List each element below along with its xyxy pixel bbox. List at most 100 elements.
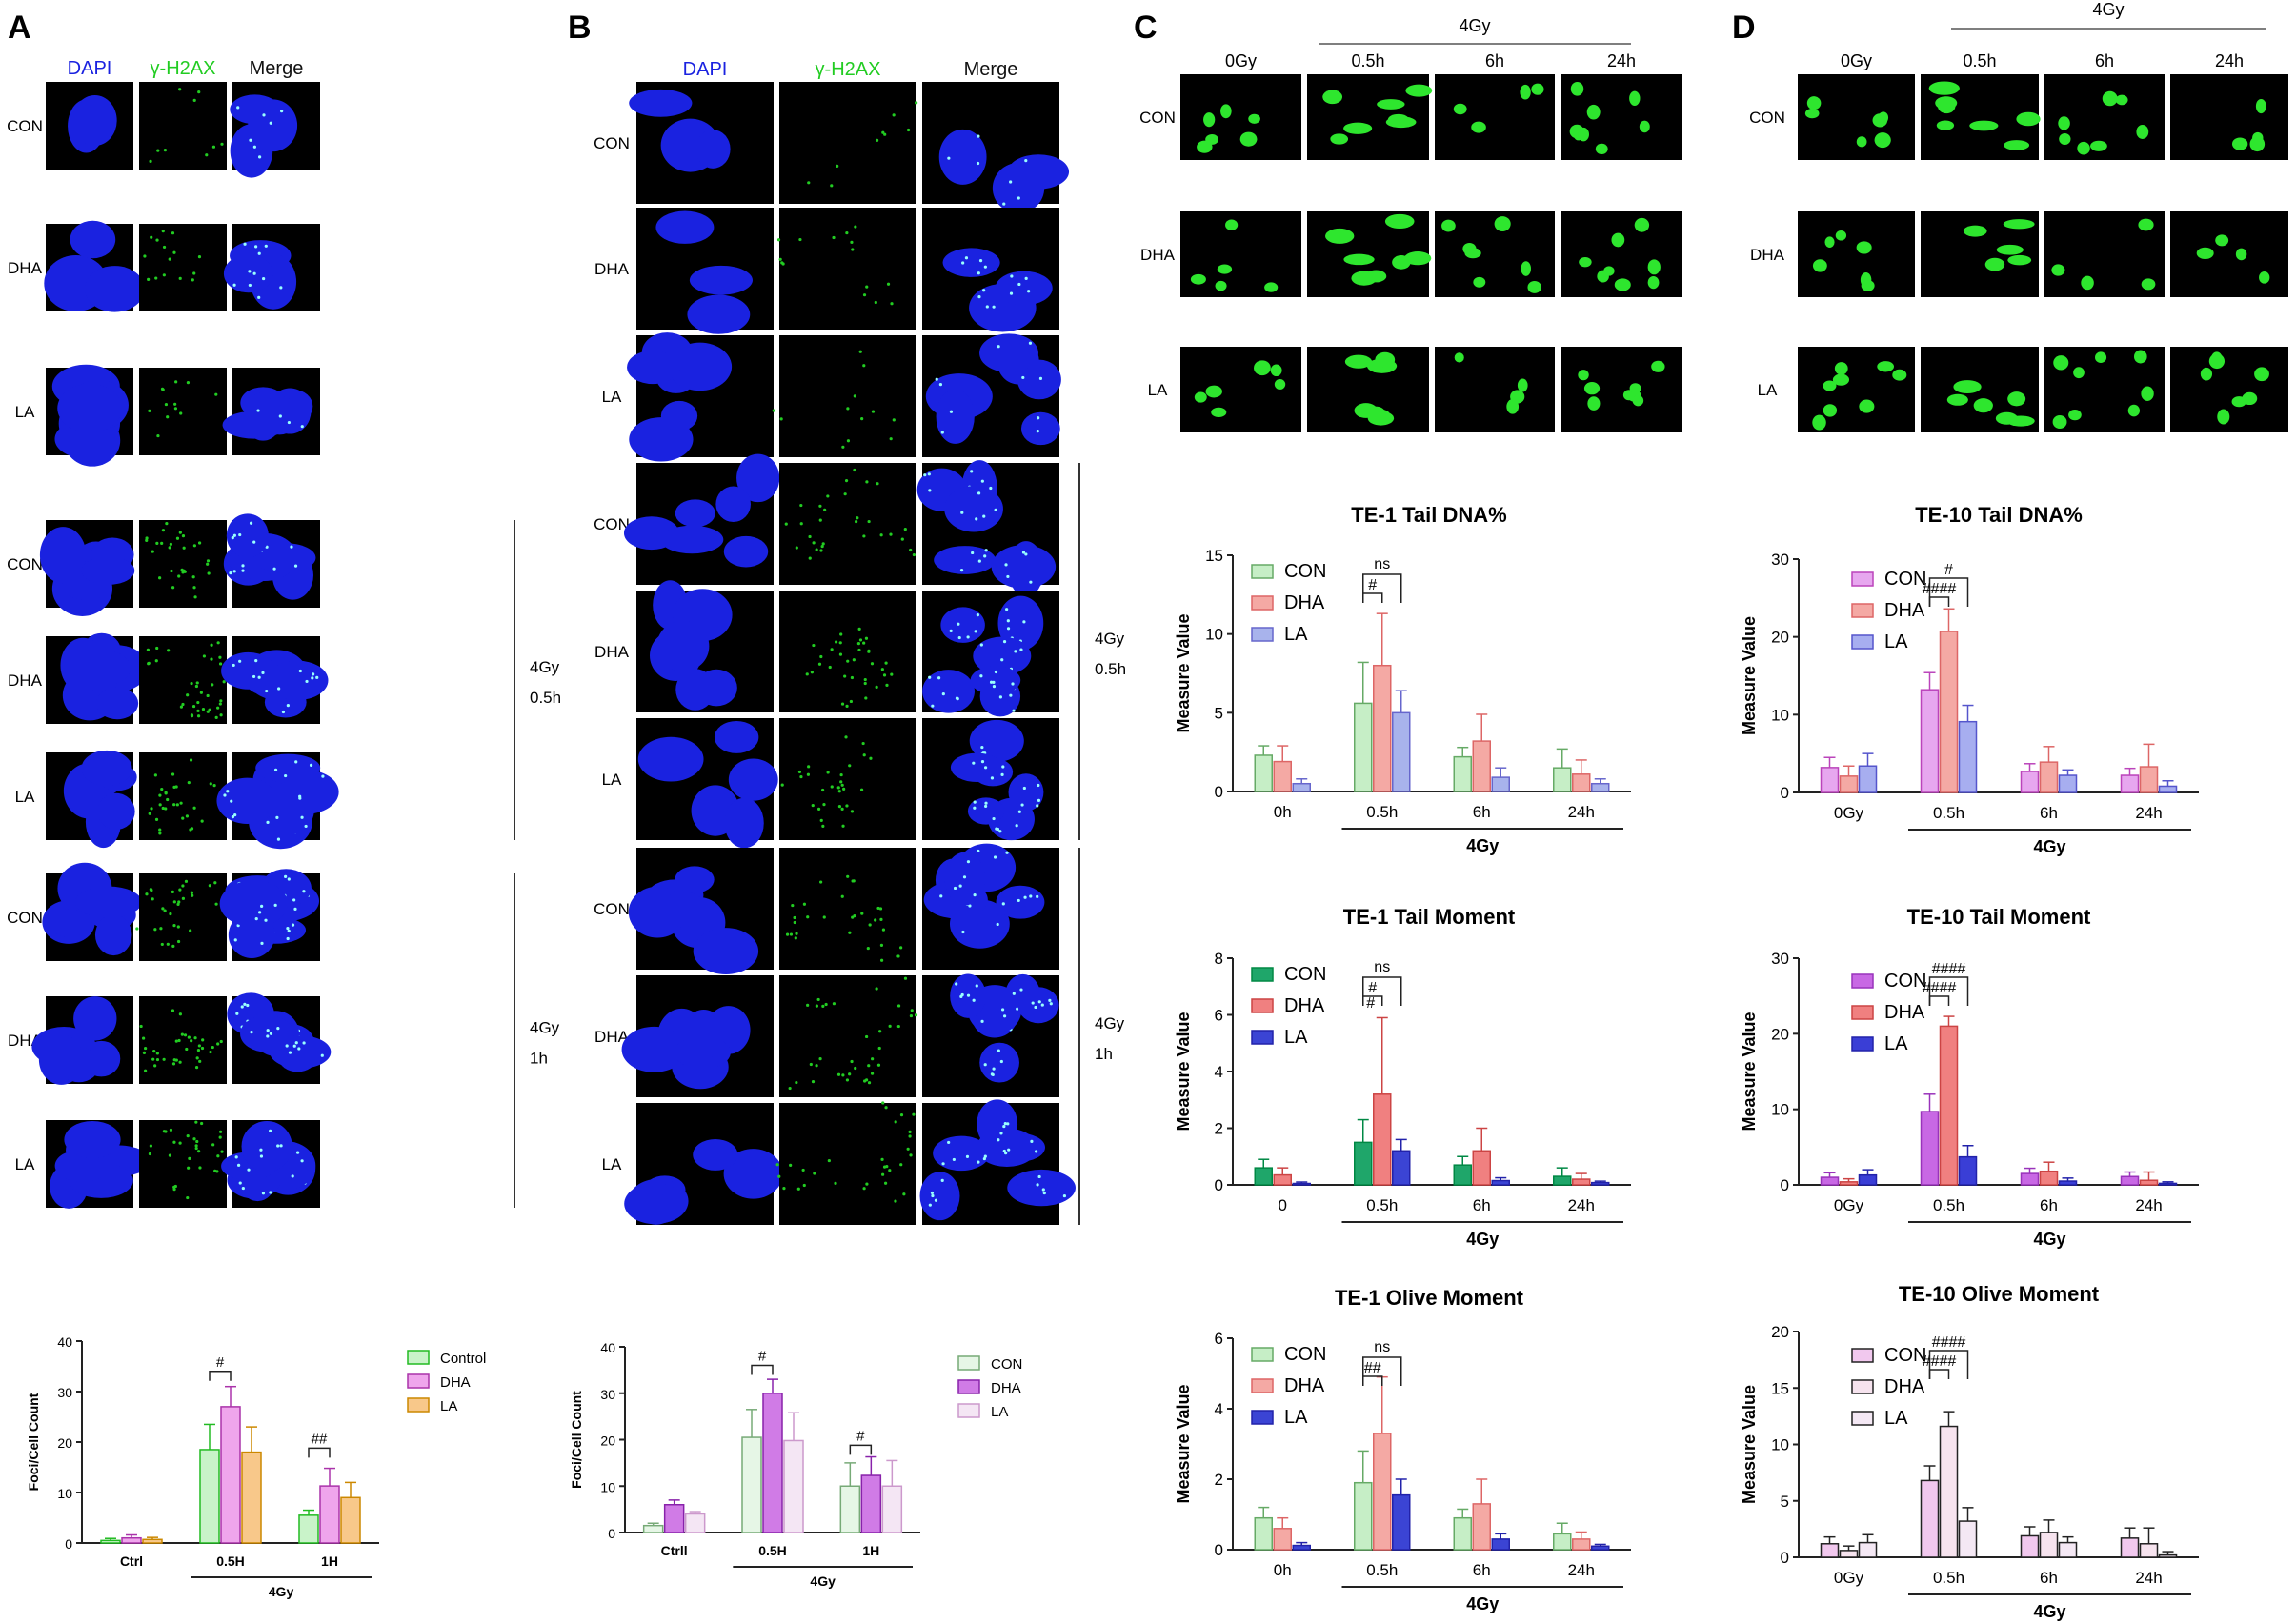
- focus-dot: [1041, 1188, 1045, 1192]
- significance-label: ns: [1374, 959, 1390, 975]
- comet: [1928, 81, 1960, 95]
- comet: [1364, 406, 1385, 419]
- comet: [1203, 112, 1216, 128]
- comet: [1194, 391, 1207, 403]
- focus-dot: [879, 958, 884, 962]
- nucleus: [223, 254, 273, 293]
- focus-dot: [845, 804, 849, 808]
- focus-dot: [892, 113, 896, 117]
- bar: [1939, 1425, 1959, 1558]
- focus-dot: [214, 902, 218, 906]
- focus-dot: [190, 713, 194, 717]
- comet: [1344, 354, 1373, 369]
- focus-dot: [178, 1012, 182, 1016]
- comet-cell: [2044, 74, 2165, 160]
- focus-dot: [1062, 1193, 1067, 1198]
- focus-dot: [166, 415, 170, 419]
- nucleus: [1008, 773, 1044, 812]
- focus-dot: [802, 902, 807, 906]
- nucleus: [643, 737, 700, 781]
- focus-dot: [961, 261, 965, 265]
- legend-label: DHA: [1884, 1002, 1925, 1023]
- focus-dot: [284, 874, 288, 878]
- micrograph-cell: [139, 224, 227, 311]
- x-tick-label: 24h: [1568, 803, 1595, 821]
- comet: [2196, 247, 2214, 259]
- x-tick-label: 24h: [2135, 1196, 2162, 1214]
- focus-dot: [845, 230, 849, 235]
- focus-dot: [218, 702, 222, 706]
- comet: [1611, 232, 1625, 248]
- focus-dot: [151, 1057, 155, 1061]
- focus-dot: [870, 1072, 875, 1075]
- chart-title: TE-10 Olive Moment: [1899, 1282, 2100, 1306]
- focus-dot: [935, 377, 938, 381]
- micrograph-cell: [779, 591, 916, 712]
- y-tick-label: 6: [1215, 1330, 1223, 1348]
- comet: [1878, 111, 1889, 124]
- bar: [340, 1496, 361, 1544]
- nucleus: [73, 996, 117, 1041]
- focus-dot: [178, 1141, 182, 1145]
- focus-dot: [243, 242, 247, 246]
- focus-dot: [160, 787, 164, 791]
- focus-dot: [983, 1154, 987, 1158]
- focus-dot: [265, 689, 269, 693]
- focus-dot: [875, 685, 878, 690]
- focus-dot: [973, 806, 977, 810]
- micrograph-background: [139, 996, 227, 1084]
- focus-dot: [849, 699, 853, 704]
- comet-cell: [1921, 74, 2041, 160]
- bar: [1392, 1493, 1411, 1551]
- focus-dot: [960, 992, 964, 997]
- focus-dot: [811, 803, 815, 808]
- significance-label: ns: [1374, 1339, 1390, 1355]
- focus-dot: [879, 943, 884, 947]
- focus-dot: [197, 255, 202, 259]
- focus-dot: [818, 1056, 822, 1061]
- focus-dot: [158, 828, 162, 832]
- column-header: 6h: [2095, 51, 2114, 70]
- y-tick-label: 0: [1215, 1541, 1223, 1559]
- focus-dot: [938, 383, 943, 387]
- focus-dot: [149, 159, 152, 163]
- group-label: 0.5h: [1095, 660, 1126, 678]
- nucleus: [629, 89, 693, 117]
- bar: [860, 1474, 882, 1533]
- focus-dot: [186, 693, 190, 697]
- focus-dot: [1012, 709, 1016, 712]
- focus-dot: [165, 522, 169, 526]
- comet-cell: [1180, 211, 1301, 297]
- focus-dot: [1005, 608, 1009, 611]
- bar: [1920, 1111, 1940, 1186]
- focus-dot: [264, 918, 268, 922]
- focus-dot: [212, 784, 216, 788]
- focus-dot: [173, 407, 178, 411]
- focus-dot: [178, 888, 182, 892]
- comet: [1586, 104, 1601, 120]
- focus-dot: [909, 1013, 914, 1018]
- focus-dot: [830, 785, 834, 789]
- legend-label: DHA: [1884, 600, 1925, 621]
- focus-dot: [262, 276, 266, 281]
- comet: [2252, 131, 2264, 144]
- legend-label: CON: [1884, 569, 1926, 590]
- focus-dot: [848, 931, 852, 934]
- focus-dot: [189, 758, 193, 762]
- micrograph-cell: [139, 368, 227, 455]
- focus-dot: [257, 295, 261, 299]
- significance-label: #: [1944, 562, 1953, 578]
- bar: [1491, 1538, 1510, 1551]
- group-label: 4Gy: [2033, 1230, 2065, 1249]
- y-tick-label: 10: [1771, 1101, 1789, 1119]
- row-label: CON: [594, 900, 630, 918]
- nucleus: [728, 758, 778, 801]
- focus-dot: [914, 1013, 918, 1017]
- focus-dot: [286, 927, 290, 931]
- bar: [199, 1449, 220, 1544]
- nucleus: [70, 220, 116, 259]
- focus-dot: [266, 1034, 270, 1038]
- focus-dot: [258, 911, 262, 914]
- focus-dot: [155, 238, 159, 242]
- focus-dot: [819, 549, 823, 552]
